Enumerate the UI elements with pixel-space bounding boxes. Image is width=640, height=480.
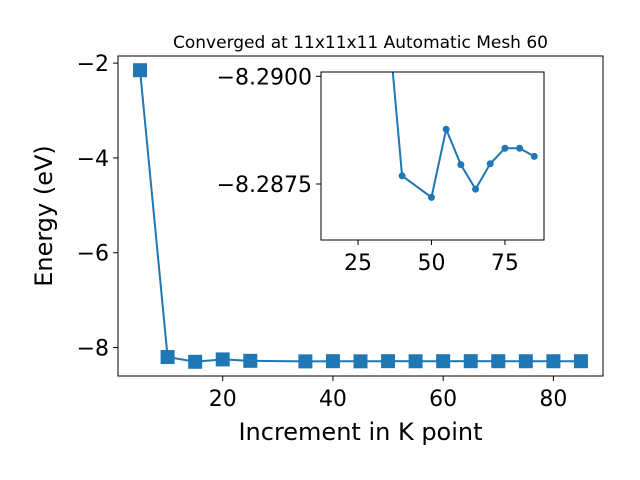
- data-marker: [215, 352, 230, 367]
- data-marker: [427, 193, 435, 201]
- data-marker: [133, 63, 148, 78]
- x-tick-label: 80: [539, 387, 567, 412]
- data-marker: [457, 161, 465, 169]
- data-marker: [501, 144, 509, 152]
- data-marker: [463, 354, 478, 369]
- chart-title: Converged at 11x11x11 Automatic Mesh 60: [173, 33, 548, 53]
- data-line: [139, 70, 581, 363]
- x-tick-label: 20: [209, 387, 237, 412]
- x-axis-label: Increment in K point: [238, 418, 482, 446]
- y-tick-label: −4: [77, 147, 109, 172]
- data-marker: [436, 354, 451, 369]
- y-tick-label: −2: [77, 52, 109, 77]
- data-line: [391, 72, 535, 200]
- data-marker: [516, 144, 524, 152]
- data-marker: [486, 160, 494, 168]
- data-marker: [472, 185, 480, 193]
- plot-background: [321, 72, 544, 240]
- x-tick-label: 40: [319, 387, 347, 412]
- x-tick-label: 60: [429, 387, 457, 412]
- y-tick-label: −8: [77, 337, 109, 362]
- data-marker: [243, 353, 258, 368]
- data-marker: [491, 354, 506, 369]
- data-marker: [298, 354, 313, 369]
- data-marker: [188, 354, 203, 369]
- y-axis-label: Energy (eV): [30, 145, 58, 287]
- y-tick-label: −6: [77, 242, 109, 267]
- data-marker: [160, 350, 175, 365]
- plot-area: [133, 63, 588, 369]
- data-marker: [442, 125, 450, 133]
- data-marker: [573, 354, 588, 369]
- data-marker: [398, 172, 406, 180]
- data-marker: [325, 354, 340, 369]
- y-tick-label: −8.2900: [217, 65, 312, 90]
- data-marker: [518, 354, 533, 369]
- axes-frame: [117, 55, 604, 377]
- x-tick-label: 50: [417, 251, 445, 276]
- x-tick-label: 25: [344, 251, 372, 276]
- data-marker: [530, 152, 538, 160]
- data-marker: [408, 354, 423, 369]
- x-tick-label: 75: [491, 251, 519, 276]
- data-marker: [384, 8, 391, 15]
- data-marker: [546, 354, 561, 369]
- data-marker: [381, 354, 396, 369]
- y-tick-label: −8.2875: [217, 173, 312, 198]
- axes-frame: [320, 71, 545, 241]
- data-marker: [353, 354, 368, 369]
- plot-area: [384, 8, 538, 201]
